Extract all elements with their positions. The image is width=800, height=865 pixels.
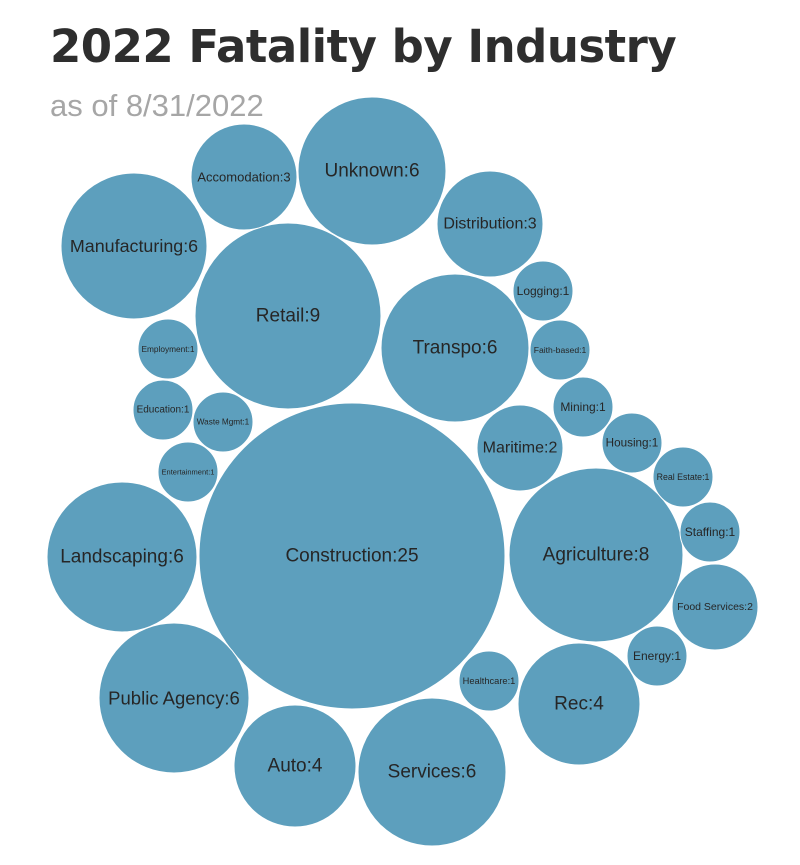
bubble-circle[interactable] [233,704,357,828]
bubble-logging[interactable]: Logging:1 [512,260,574,322]
bubble-agriculture[interactable]: Agriculture:8 [508,467,684,643]
bubble-label: Agriculture:8 [543,545,650,566]
bubble-real-estate[interactable]: Real Estate:1 [652,446,714,508]
bubble-circle[interactable] [46,481,198,633]
bubble-label: Entertainment:1 [162,468,215,477]
bubble-circle[interactable] [508,467,684,643]
bubble-healthcare[interactable]: Healthcare:1 [458,650,520,712]
bubble-circle[interactable] [436,170,544,278]
bubble-label: Maritime:2 [483,440,558,457]
bubble-circle[interactable] [529,319,591,381]
bubble-label: Construction:25 [285,546,418,567]
bubble-label: Unknown:6 [324,161,419,182]
bubble-mining[interactable]: Mining:1 [552,376,614,438]
bubble-construction[interactable]: Construction:25 [198,402,506,710]
bubble-maritime[interactable]: Maritime:2 [476,404,564,492]
bubble-label: Staffing:1 [685,525,736,539]
bubble-label: Faith-based:1 [534,345,587,355]
chart-title: 2022 Fatality by Industry [50,20,677,73]
bubble-unknown[interactable]: Unknown:6 [297,96,447,246]
bubble-landscaping[interactable]: Landscaping:6 [46,481,198,633]
bubble-housing[interactable]: Housing:1 [601,412,663,474]
bubble-energy[interactable]: Energy:1 [626,625,688,687]
bubble-circle[interactable] [357,697,507,847]
bubble-circle[interactable] [60,172,208,320]
bubble-label: Food Services:2 [677,601,753,613]
bubble-faith-based[interactable]: Faith-based:1 [529,319,591,381]
bubble-auto[interactable]: Auto:4 [233,704,357,828]
bubble-circle[interactable] [190,123,298,231]
bubble-label: Logging:1 [517,284,570,298]
bubble-public-agency[interactable]: Public Agency:6 [98,622,250,774]
bubble-label: Manufacturing:6 [70,236,198,256]
bubble-label: Accomodation:3 [197,170,290,185]
bubble-transpo[interactable]: Transpo:6 [380,273,530,423]
chart-subtitle: as of 8/31/2022 [50,88,264,123]
bubble-entertainment[interactable]: Entertainment:1 [157,441,219,503]
bubble-circle[interactable] [517,642,641,766]
bubble-label: Distribution:3 [443,216,536,233]
bubble-circle[interactable] [626,625,688,687]
bubble-circle[interactable] [552,376,614,438]
bubble-circle[interactable] [132,379,194,441]
bubble-label: Rec:4 [554,694,604,715]
bubble-label: Public Agency:6 [108,688,240,709]
bubble-circle[interactable] [198,402,506,710]
bubble-label: Education:1 [137,405,190,416]
bubble-waste-mgmt[interactable]: Waste Mgmt:1 [192,391,254,453]
bubble-label: Mining:1 [560,400,606,414]
bubble-circle[interactable] [192,391,254,453]
bubble-circle[interactable] [476,404,564,492]
bubble-circle[interactable] [512,260,574,322]
bubble-label: Energy:1 [633,649,681,663]
bubble-circle[interactable] [679,501,741,563]
bubble-employment[interactable]: Employment:1 [137,318,199,380]
bubble-label: Services:6 [388,762,477,783]
bubble-distribution[interactable]: Distribution:3 [436,170,544,278]
bubble-circle[interactable] [652,446,714,508]
bubble-circle[interactable] [380,273,530,423]
bubble-circle[interactable] [137,318,199,380]
bubble-education[interactable]: Education:1 [132,379,194,441]
bubble-circle[interactable] [458,650,520,712]
bubble-label: Waste Mgmt:1 [197,418,250,427]
bubble-accomodation[interactable]: Accomodation:3 [190,123,298,231]
bubble-circle[interactable] [98,622,250,774]
bubble-services[interactable]: Services:6 [357,697,507,847]
bubble-manufacturing[interactable]: Manufacturing:6 [60,172,208,320]
bubble-circle[interactable] [671,563,759,651]
bubble-label: Employment:1 [141,344,194,354]
bubble-label: Retail:9 [256,306,320,327]
bubble-circle[interactable] [194,222,382,410]
bubble-rec[interactable]: Rec:4 [517,642,641,766]
bubble-label: Healthcare:1 [463,676,516,686]
bubble-label: Landscaping:6 [60,547,184,568]
bubble-staffing[interactable]: Staffing:1 [679,501,741,563]
bubble-label: Auto:4 [268,756,323,777]
bubble-retail[interactable]: Retail:9 [194,222,382,410]
bubble-food-services[interactable]: Food Services:2 [671,563,759,651]
bubble-circle[interactable] [157,441,219,503]
bubble-label: Transpo:6 [413,338,498,359]
bubble-circle[interactable] [601,412,663,474]
bubble-label: Housing:1 [606,437,659,450]
bubble-label: Real Estate:1 [657,472,710,482]
bubble-circle[interactable] [297,96,447,246]
